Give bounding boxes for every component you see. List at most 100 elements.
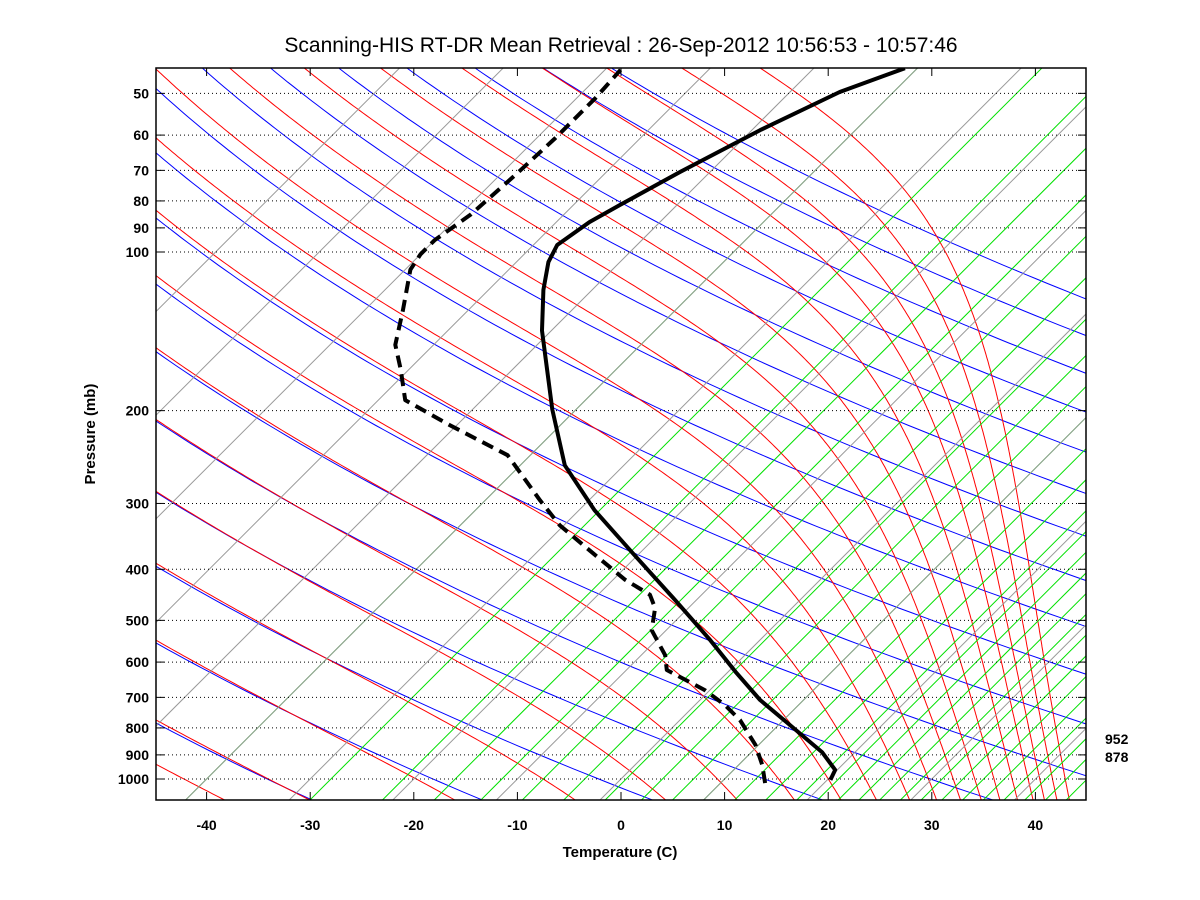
isotherm-line xyxy=(156,68,712,624)
pressure-gridlines xyxy=(156,92,1086,780)
x-tick-label: -30 xyxy=(300,817,320,833)
y-tick-label: 600 xyxy=(126,654,150,670)
dry-adiabat-line xyxy=(156,87,1086,582)
moist-adiabat-line xyxy=(759,68,1070,800)
y-tick-label: 60 xyxy=(133,127,149,143)
green-isopleth-line xyxy=(858,572,1086,800)
green-isopleth-line xyxy=(480,194,1086,800)
isotherm-line xyxy=(156,68,504,416)
green-isopleth-line xyxy=(1086,64,1200,801)
isotherm-line xyxy=(495,209,1086,800)
side-label-878: 878 xyxy=(1105,749,1129,765)
dry-adiabat-line xyxy=(543,68,1086,337)
x-axis: -40 -30 -20 -10 0 10 20 30 40 xyxy=(196,68,1043,833)
green-isopleth-line xyxy=(1044,758,1086,800)
y-tick-label: 70 xyxy=(133,162,149,178)
x-tick-label: -10 xyxy=(507,817,527,833)
isotherm-line xyxy=(156,68,401,313)
isotherm-line xyxy=(156,68,815,727)
y-tick-label: 200 xyxy=(126,403,150,419)
green-isopleth-line xyxy=(982,696,1086,800)
green-isopleth-line xyxy=(433,147,1086,800)
y-axis: 50 60 70 80 90 100 200 300 400 500 600 700 800 900 100… xyxy=(118,85,1086,787)
moist-adiabat-line xyxy=(156,275,842,800)
isotherm-line xyxy=(599,313,1086,800)
x-tick-label: 30 xyxy=(924,817,940,833)
dry-adiabat-line xyxy=(156,217,1086,675)
isotherm-line xyxy=(156,68,608,520)
dry-adiabat-line xyxy=(156,722,314,800)
green-isopleth-line xyxy=(563,277,1086,800)
y-tick-label: 80 xyxy=(133,193,149,209)
dry-adiabat-line xyxy=(156,351,1086,777)
x-tick-label: 10 xyxy=(717,817,733,833)
y-tick-label: 50 xyxy=(133,85,149,101)
x-tick-label: -20 xyxy=(404,817,424,833)
green-isopleth-line xyxy=(702,416,1086,800)
x-tick-label: -40 xyxy=(196,817,216,833)
moist-adiabat-line xyxy=(379,68,1001,800)
moist-adiabat-line xyxy=(156,418,738,800)
y-tick-label: 400 xyxy=(126,561,150,577)
isotherm-line xyxy=(288,68,1022,800)
moist-adiabat-line xyxy=(303,68,982,800)
dry-adiabat-line xyxy=(202,68,1086,537)
moist-adiabat-line xyxy=(156,209,877,800)
green-isopleth-line xyxy=(941,655,1086,800)
green-isopleth-line xyxy=(816,530,1086,800)
chart-title: Scanning-HIS RT-DR Mean Retrieval : 26-S… xyxy=(284,34,957,57)
isotherm-line xyxy=(392,106,1086,800)
moist-adiabat-line xyxy=(156,490,667,800)
y-tick-label: 100 xyxy=(126,244,150,260)
moist-adiabat-line xyxy=(605,68,1046,800)
side-label-952: 952 xyxy=(1105,731,1129,747)
green-isopleth-line xyxy=(961,675,1086,800)
green-isopleth-line xyxy=(899,613,1086,800)
moist-adiabat-line xyxy=(541,68,1034,800)
y-axis-title: Pressure (mb) xyxy=(82,384,99,485)
green-isopleth-line xyxy=(604,318,1086,800)
green-isopleth-line xyxy=(1169,64,1200,801)
isotherm-line xyxy=(702,416,1086,800)
green-isopleth-line xyxy=(309,68,1043,800)
y-tick-label: 300 xyxy=(126,495,150,511)
dry-adiabat-line xyxy=(338,68,1086,453)
isotherm-line xyxy=(184,68,919,800)
green-isopleth-line xyxy=(1107,64,1200,801)
dry-adiabat-line xyxy=(156,565,654,800)
y-tick-label: 500 xyxy=(126,612,150,628)
green-isopleth-line xyxy=(671,385,1086,800)
green-isopleth-line xyxy=(1148,64,1200,801)
green-isopleth-line xyxy=(837,551,1086,800)
moist-adiabat-line xyxy=(680,68,1058,800)
dry-adiabat-line xyxy=(156,283,1086,725)
dry-adiabat-line xyxy=(156,491,825,800)
dry-adiabat-line xyxy=(270,68,1086,495)
dry-adiabat-line xyxy=(156,420,995,800)
y-tick-label: 90 xyxy=(133,220,149,236)
moist-adiabat-line xyxy=(156,639,456,800)
dry-adiabat-line xyxy=(156,642,484,800)
green-isopleth-line xyxy=(1128,64,1200,801)
x-tick-label: 20 xyxy=(820,817,836,833)
moist-adiabat-line xyxy=(228,68,962,800)
green-isopleth-line xyxy=(920,634,1086,800)
dry-adiabat-line xyxy=(475,68,1086,374)
isotherm-line xyxy=(910,624,1086,800)
dry-adiabat-line xyxy=(611,68,1086,300)
y-tick-label: 800 xyxy=(126,720,150,736)
dry-adiabat-line xyxy=(407,68,1086,413)
y-tick-label: 700 xyxy=(126,689,150,705)
x-tick-label: 40 xyxy=(1028,817,1044,833)
moist-adiabat-line xyxy=(0,65,143,801)
moist-adiabat-line xyxy=(156,562,577,800)
green-isopleth-line xyxy=(765,479,1086,800)
green-isopleth-line xyxy=(879,593,1086,800)
green-isopleth-line xyxy=(521,235,1086,800)
moist-adiabat-line xyxy=(0,65,61,801)
moist-adiabat-line xyxy=(156,68,938,800)
profiles xyxy=(393,68,906,784)
y-tick-label: 1000 xyxy=(118,771,149,787)
green-isopleth-line xyxy=(640,354,1086,800)
